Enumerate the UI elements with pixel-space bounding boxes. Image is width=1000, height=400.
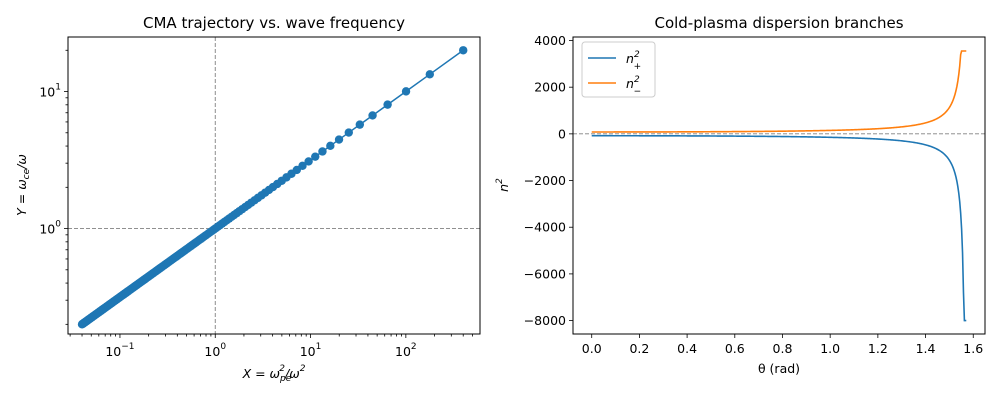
y-tick-label: 0: [558, 126, 566, 141]
x-tick-label: 102: [395, 342, 417, 359]
trajectory-point: [368, 111, 377, 120]
trajectory-point: [401, 87, 411, 96]
dispersion-chart-title: Cold-plasma dispersion branches: [654, 14, 903, 32]
trajectory-point: [355, 120, 365, 129]
dispersion-chart-frame: [572, 36, 986, 335]
x-tick-label: 0.4: [677, 341, 697, 356]
cma-chart-reference-lines: [68, 37, 480, 334]
cma-chart-xlabel: X = ωpe2/ω2: [242, 364, 306, 384]
trajectory-point: [383, 100, 392, 109]
legend-frame: [581, 41, 656, 98]
cma-chart-title: CMA trajectory vs. wave frequency: [143, 14, 405, 32]
trajectory-point: [326, 141, 335, 151]
y-tick-label: −4000: [524, 220, 566, 235]
y-tick-label: 101: [39, 83, 61, 100]
trajectory-point: [334, 135, 344, 144]
x-tick-label: 0.2: [629, 341, 649, 356]
trajectory-point: [459, 46, 468, 55]
y-tick-label: 4000: [534, 33, 566, 48]
n-plus-branch: [591, 134, 967, 322]
cma-chart-ylabel: Y = ωce/ω: [14, 154, 32, 216]
dispersion-chart-xlabel: θ (rad): [758, 361, 800, 376]
x-tick-label: 0.0: [582, 341, 602, 356]
x-tick-label: 101: [300, 342, 322, 359]
y-tick-label: −6000: [524, 266, 566, 281]
cma-chart: CMA trajectory vs. wave frequency 10−1 10…: [14, 14, 481, 384]
cma-trajectory-series: [77, 46, 468, 329]
x-tick-label: 1.4: [916, 341, 936, 356]
cma-chart-axes: 10−1 100 101 102 100 101: [39, 49, 473, 359]
cma-chart-frame: [67, 36, 481, 335]
x-tick-label: 1.0: [820, 341, 840, 356]
y-tick-label: −2000: [524, 173, 566, 188]
trajectory-point: [311, 152, 320, 161]
x-tick-label: 0.8: [773, 341, 793, 356]
y-tick-label: 2000: [534, 80, 566, 95]
trajectory-point: [304, 157, 313, 166]
y-tick-label: 100: [39, 220, 61, 237]
x-tick-label: 1.6: [963, 341, 983, 356]
y-tick-label: −8000: [524, 313, 566, 328]
dispersion-legend: n2 + n2−: [581, 41, 656, 98]
legend-label-n-minus: n2−: [626, 75, 641, 97]
trajectory-point: [425, 70, 434, 79]
dispersion-chart-axes: 0.0 0.2 0.4 0.6 0.8 1.0 1.2 1.4 1.6 −8000 −6000 −40…: [524, 33, 984, 356]
x-tick-label: 100: [204, 342, 226, 359]
trajectory-point: [318, 147, 327, 156]
x-tick-label: 1.2: [868, 341, 888, 356]
x-tick-label: 10−1: [105, 342, 134, 359]
trajectory-point: [77, 320, 87, 329]
x-tick-label: 0.6: [725, 341, 745, 356]
n-minus-branch: [591, 50, 967, 133]
legend-label-n-plus: n2 +: [626, 50, 641, 72]
trajectory-point: [344, 128, 353, 137]
dispersion-chart: Cold-plasma dispersion branches 0.0 0.2 0.…: [495, 14, 986, 376]
dispersion-chart-ylabel: n2: [495, 178, 511, 192]
dispersion-chart-series: [591, 50, 967, 322]
